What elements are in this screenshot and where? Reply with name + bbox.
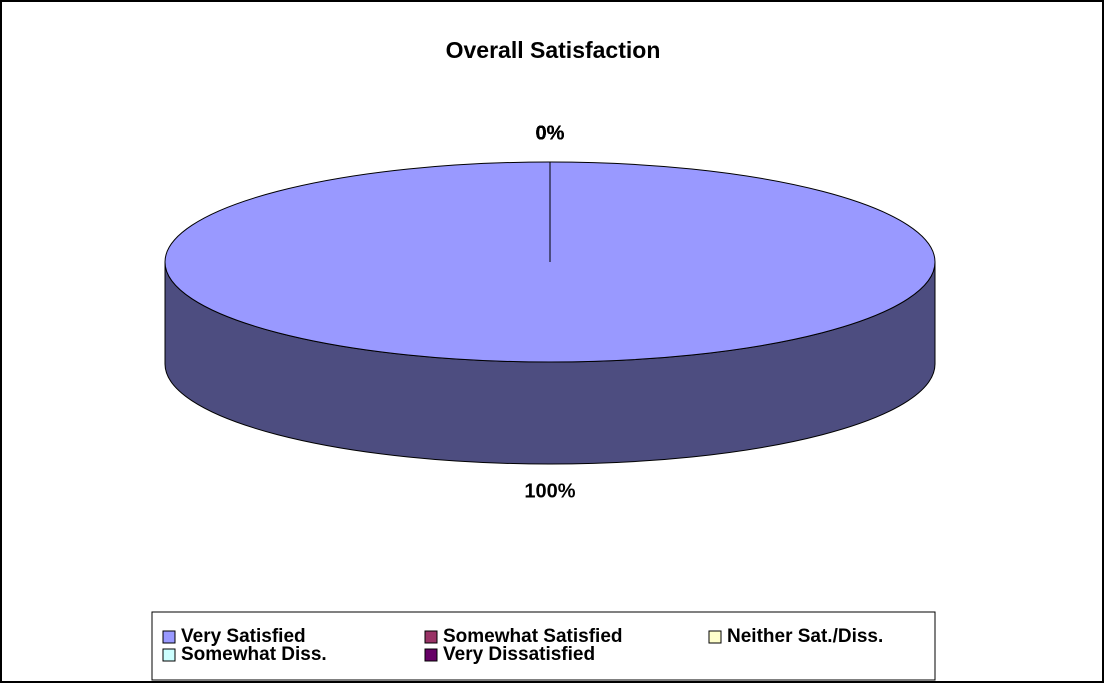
data-label: 0% bbox=[536, 122, 565, 144]
legend-label: Very Dissatisfied bbox=[443, 644, 595, 665]
legend-swatch bbox=[424, 648, 438, 662]
data-label: 100% bbox=[524, 480, 575, 502]
legend-label: Somewhat Satisfied bbox=[443, 626, 623, 647]
legend-box bbox=[151, 611, 936, 681]
chart-title: Overall Satisfaction bbox=[446, 37, 661, 63]
legend-label: Somewhat Diss. bbox=[181, 644, 327, 665]
legend-label: Very Satisfied bbox=[181, 626, 306, 647]
data-label: 0% bbox=[536, 122, 565, 144]
data-label: 0% bbox=[536, 122, 565, 144]
legend-swatch bbox=[708, 630, 722, 644]
legend-swatch bbox=[162, 648, 176, 662]
legend-label: Neither Sat./Diss. bbox=[727, 626, 883, 647]
legend-swatch bbox=[162, 630, 176, 644]
legend-swatch bbox=[424, 630, 438, 644]
data-label: 0% bbox=[536, 122, 565, 144]
